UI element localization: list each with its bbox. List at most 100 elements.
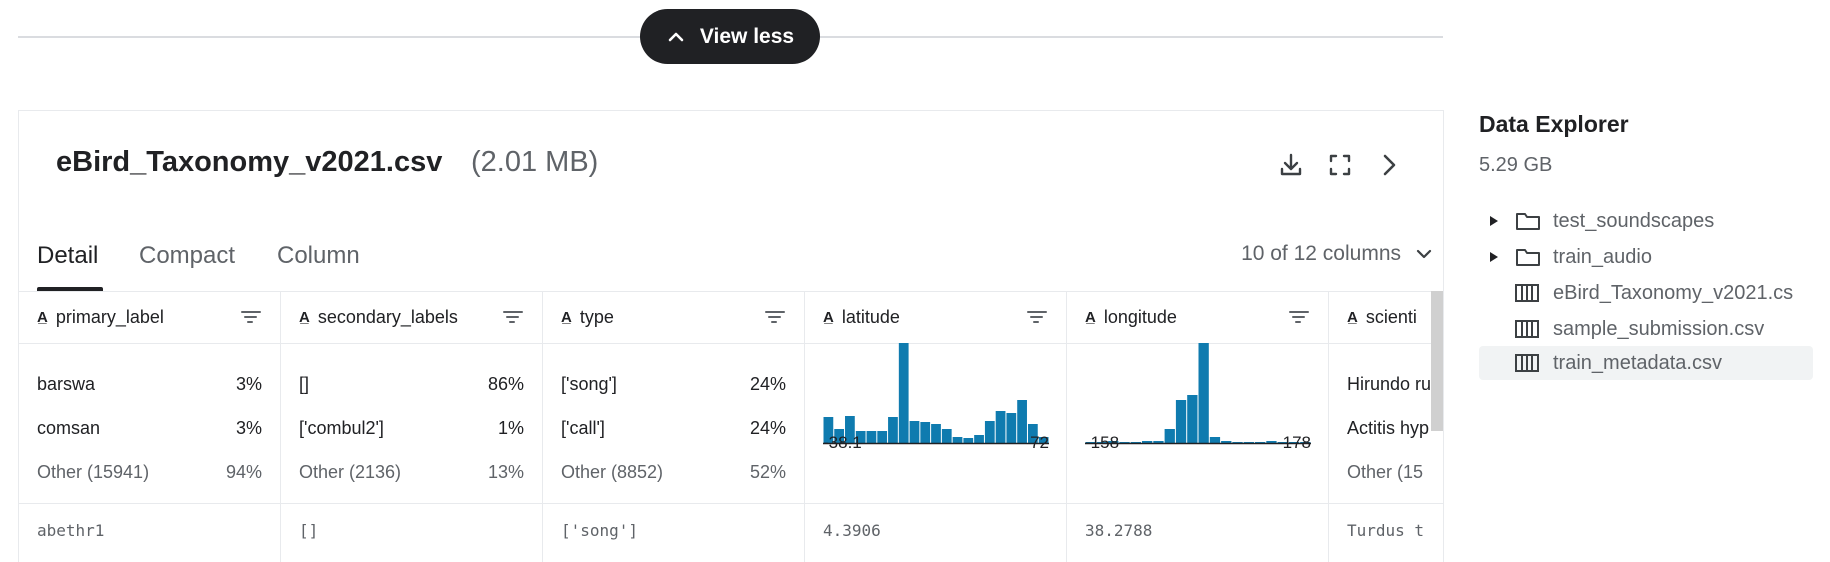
column-name: type	[579, 306, 614, 327]
histogram-bar	[1038, 437, 1049, 443]
string-type-icon: A̲	[1085, 308, 1096, 326]
active-tab-indicator	[37, 287, 103, 291]
sort-icon[interactable]	[764, 308, 786, 326]
histogram-bar	[845, 416, 855, 443]
tree-item-ebird-taxonomy[interactable]: eBird_Taxonomy_v2021.cs	[1479, 276, 1813, 310]
column-header[interactable]: A̲ secondary_labels	[281, 291, 542, 343]
folder-icon	[1515, 246, 1541, 268]
tree-item-train-metadata[interactable]: train_metadata.csv	[1479, 346, 1813, 380]
cell-value[interactable]: 4.3906	[823, 521, 881, 540]
tree-item-test-soundscapes[interactable]: test_soundscapes	[1479, 204, 1813, 238]
histogram-bar	[1266, 441, 1277, 443]
chevron-up-icon	[668, 32, 684, 41]
column-header[interactable]: A̲ longitude	[1067, 291, 1328, 343]
table-icon	[1515, 352, 1541, 374]
histogram-bar	[931, 424, 941, 443]
column-longitude: A̲ longitude -158 178	[1067, 291, 1329, 562]
tree-item-train-audio[interactable]: train_audio	[1479, 240, 1813, 274]
column-scientific-name: A̲ scienti Hirundo ru Actitis hyp Other …	[1329, 291, 1443, 562]
histogram-bar	[920, 422, 931, 443]
histogram-chart	[823, 343, 1049, 445]
histogram-bar	[1153, 441, 1164, 443]
histogram-bar	[1288, 442, 1300, 443]
histogram-bar	[1017, 400, 1027, 443]
grid-line	[19, 503, 1443, 504]
stat-row-other: Other (8852) 52%	[561, 462, 786, 482]
tab-detail[interactable]: Detail	[37, 242, 99, 269]
cell-value[interactable]: ['song']	[561, 521, 639, 540]
sort-icon[interactable]	[240, 308, 262, 326]
histogram-bar	[984, 421, 995, 443]
fullscreen-icon[interactable]	[1324, 149, 1356, 181]
expand-arrow-icon[interactable]	[1489, 251, 1503, 263]
tab-column[interactable]: Column	[277, 242, 360, 269]
expand-arrow-icon[interactable]	[1489, 215, 1503, 227]
tree-item-label: eBird_Taxonomy_v2021.cs	[1553, 281, 1794, 304]
file-size: (2.01 MB)	[471, 146, 599, 178]
column-header[interactable]: A̲ latitude	[805, 291, 1066, 343]
histogram-bar	[1232, 442, 1243, 443]
column-name: primary_label	[55, 306, 164, 327]
column-header[interactable]: A̲ type	[543, 291, 804, 343]
histogram-bar	[941, 429, 952, 443]
cell-value[interactable]: 38.2788	[1085, 521, 1153, 540]
tab-compact[interactable]: Compact	[139, 242, 236, 269]
histogram-bar	[1085, 442, 1096, 443]
stat-row-other: Other (15941) 94%	[37, 462, 262, 482]
cell-value[interactable]: Turdus t	[1347, 521, 1425, 540]
tree-item-label: sample_submission.csv	[1553, 317, 1765, 340]
view-less-label: View less	[699, 24, 795, 48]
histogram-bar	[1130, 442, 1141, 443]
histogram-chart	[1085, 343, 1311, 445]
column-header[interactable]: A̲ scienti	[1329, 291, 1443, 343]
cell-value[interactable]: []	[299, 521, 319, 540]
file-preview-card: eBird_Taxonomy_v2021.csv (2.01 MB) Detai…	[18, 110, 1444, 562]
histogram-bar	[909, 421, 920, 443]
histogram-bar	[1027, 424, 1038, 443]
histogram-bar	[898, 343, 909, 443]
histogram-bar	[1108, 441, 1119, 443]
stat-row: [] 86%	[299, 374, 524, 394]
column-name: latitude	[841, 306, 900, 327]
column-count-label: 10 of 12 columns	[1241, 242, 1401, 265]
stat-row-other: Other (2136) 13%	[299, 462, 524, 482]
column-name: secondary_labels	[317, 306, 458, 327]
latitude-histogram[interactable]: -38.1 72	[823, 343, 1049, 467]
column-latitude: A̲ latitude -38.1 72	[805, 291, 1067, 562]
view-less-button[interactable]: View less	[640, 9, 820, 64]
histogram-bar	[1142, 441, 1153, 443]
column-type: A̲ type ['song'] 24% ['call'] 24% Other (8…	[543, 291, 805, 562]
histogram-bar	[1006, 413, 1017, 443]
sort-icon[interactable]	[1026, 308, 1048, 326]
histogram-bar	[963, 438, 974, 443]
string-type-icon: A̲	[1347, 308, 1358, 326]
sort-icon[interactable]	[1288, 308, 1310, 326]
column-header[interactable]: A̲ primary_label	[19, 291, 280, 343]
string-type-icon: A̲	[37, 308, 48, 326]
longitude-histogram[interactable]: -158 178	[1085, 343, 1311, 467]
chevron-right-icon[interactable]	[1373, 149, 1405, 181]
tree-item-sample-submission[interactable]: sample_submission.csv	[1479, 312, 1813, 346]
chevron-down-icon	[1416, 249, 1432, 259]
table-icon	[1515, 318, 1541, 340]
histogram-bar	[1209, 437, 1221, 443]
cell-value[interactable]: abethr1	[37, 521, 105, 540]
histogram-bar	[1277, 442, 1288, 443]
histogram-bar	[888, 417, 898, 443]
stat-row: Actitis hyp	[1347, 418, 1430, 438]
histogram-bar	[823, 417, 834, 443]
tree-item-label: train_audio	[1553, 245, 1652, 268]
column-count-dropdown[interactable]: 10 of 12 columns	[1241, 242, 1433, 266]
sort-icon[interactable]	[502, 308, 524, 326]
dataset-size: 5.29 GB	[1479, 154, 1553, 176]
tree-item-label: test_soundscapes	[1553, 209, 1715, 232]
folder-icon	[1515, 210, 1541, 232]
histogram-bar	[1187, 395, 1198, 443]
vertical-scrollbar[interactable]	[1431, 291, 1443, 431]
download-icon[interactable]	[1275, 149, 1307, 181]
histogram-min: -158	[1085, 433, 1120, 452]
histogram-bar	[1255, 442, 1266, 443]
stat-row: barswa 3%	[37, 374, 262, 394]
stat-row: ['song'] 24%	[561, 374, 786, 394]
histogram-bar	[974, 435, 984, 443]
